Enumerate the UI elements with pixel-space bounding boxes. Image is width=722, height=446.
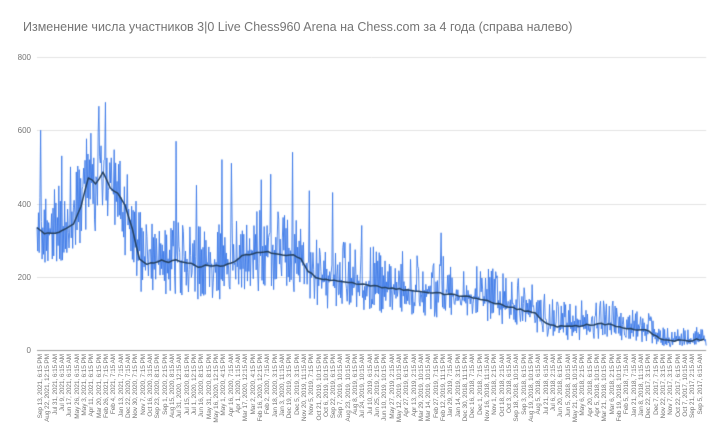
x-tick-label: Jun 10, 2019, 10:15 PM <box>381 354 389 421</box>
x-tick-label: Apr 11, 2021, 6:15 PM <box>88 354 96 417</box>
y-tick-label: 600 <box>17 126 31 136</box>
x-tick-label: Jan 14, 2019, 3:15 PM <box>454 354 462 418</box>
x-tick-label: Dec 1, 2018, 7:15 PM <box>476 354 484 415</box>
x-tick-label: Feb 2, 2020, 7:15 AM <box>264 354 272 415</box>
x-tick-label: Sep 23, 2020, 8:15 PM <box>154 354 162 419</box>
x-tick-label: Sep 5, 2017, 6:15 AM <box>696 354 704 415</box>
x-tick-label: Jul 15, 2020, 8:15 PM <box>183 354 191 416</box>
x-tick-label: Sep 3, 2018, 6:15 PM <box>520 354 528 415</box>
x-tick-label: Jan 21, 2018, 7:15 AM <box>630 354 638 417</box>
x-tick-label: Dec 16, 2018, 7:15 AM <box>469 354 477 419</box>
x-tick-label: Dec 7, 2017, 7:15 PM <box>652 354 660 415</box>
x-tick-label: May 16, 2020, 12:15 PM <box>212 354 220 423</box>
x-tick-label: Jul 6, 2018, 2:15 AM <box>550 354 558 412</box>
x-tick-label: May 27, 2019, 2:15 AM <box>388 354 396 419</box>
x-tick-label: Jan 3, 2020, 11:15 AM <box>278 354 286 417</box>
x-tick-label: Apr 5, 2018, 10:15 PM <box>594 354 601 417</box>
x-tick-label: Nov 7, 2017, 3:15 PM <box>667 354 675 415</box>
x-tick-label: Jun 20, 2018, 6:15 PM <box>557 354 565 418</box>
x-tick-label: Jul 31, 2021, 6:15 AM <box>51 354 59 415</box>
x-tick-label: Nov 5, 2019, 7:15 PM <box>308 354 316 415</box>
x-tick-label: Jan 18, 2020, 3:15 PM <box>271 354 279 418</box>
x-tick-label: Dec 22, 2017, 3:15 PM <box>645 354 653 419</box>
x-tick-label: Mar 20, 2021, 6:15 PM <box>95 354 103 419</box>
x-tick-label: Feb 4, 2021, 7:15 AM <box>110 354 118 415</box>
x-tick-label: Jul 21, 2018, 6:15 AM <box>542 354 550 415</box>
x-tick-label: May 3, 2021, 6:15 PM <box>80 354 88 416</box>
x-tick-label: Jul 31, 2020, 12:15 AM <box>176 354 184 419</box>
x-tick-label: Nov 30, 2020, 7:15 PM <box>132 354 140 419</box>
x-tick-label: Feb 27, 2019, 7:15 PM <box>432 354 440 419</box>
x-tick-label: Oct 16, 2020, 3:15 AM <box>146 354 154 417</box>
x-tick-label: Oct 7, 2017, 10:15 AM <box>681 354 689 417</box>
x-tick-label: Nov 1, 2018, 2:15 PM <box>491 354 499 415</box>
x-tick-label: Aug 5, 2018, 6:15 AM <box>535 354 543 415</box>
x-tick-label: Jan 13, 2021, 7:15 AM <box>117 354 125 417</box>
x-tick-label: Mar 21, 2018, 10:15 PM <box>601 354 609 422</box>
x-tick-label: Apr 27, 2019, 6:15 PM <box>403 354 411 417</box>
x-tick-label: Aug 15, 2020, 8:15 AM <box>168 354 176 419</box>
x-tick-label: Oct 21, 2019, 10:15 PM <box>315 354 323 421</box>
x-tick-label: Sep 7, 2019, 10:15 AM <box>337 354 345 419</box>
x-tick-label: Apr 20, 2018, 6:15 PM <box>586 354 594 417</box>
x-tick-label: Nov 16, 2018, 11:15 AM <box>484 354 492 422</box>
x-tick-label: Jan 8, 2018, 11:15 AM <box>637 354 645 417</box>
x-tick-label: Dec 22, 2020, 7:15 AM <box>124 354 132 419</box>
x-tick-label: Feb 26, 2021, 7:15 PM <box>102 354 110 419</box>
x-tick-label: Sep 18, 2018, 10:15 AM <box>513 354 521 422</box>
x-tick-label: Dec 5, 2019, 3:15 PM <box>293 354 301 415</box>
x-tick-label: Jul 10, 2019, 6:15 AM <box>366 354 374 415</box>
x-tick-label: Apr 13, 2019, 2:15 AM <box>410 354 418 417</box>
x-tick-label: Sep 13, 2021, 6:15 PM <box>37 354 44 419</box>
x-tick-label: May 1, 2020, 4:15 PM <box>220 354 228 416</box>
x-tick-label: May 31, 2020, 8:15 PM <box>205 354 213 420</box>
y-tick-label: 200 <box>17 272 31 282</box>
y-tick-label: 400 <box>17 199 31 209</box>
x-tick-label: Aug 23, 2019, 10:15 AM <box>344 354 352 422</box>
x-tick-label: May 6, 2018, 2:15 PM <box>579 354 587 416</box>
x-tick-label: Jul 9, 2021, 6:15 AM <box>58 354 66 412</box>
x-tick-label: Jul 1, 2020, 12:15 PM <box>190 354 198 416</box>
x-tick-label: Oct 22, 2017, 6:15 PM <box>674 354 682 417</box>
x-tick-label: Apr 16, 2020, 7:15 AM <box>227 354 235 417</box>
x-tick-label: May 26, 2021, 6:15 AM <box>73 354 81 419</box>
x-tick-label: Jan 29, 2019, 7:15 AM <box>447 354 455 417</box>
x-tick-label: Mar 2, 2020, 4:15 PM <box>249 354 257 415</box>
x-tick-label: Nov 20, 2019, 11:15 AM <box>300 354 308 422</box>
chart-title: Изменение числа участников 3|0 Live Ches… <box>23 20 573 34</box>
x-tick-label: Mar 17, 2020, 12:15 AM <box>242 354 250 422</box>
x-tick-label: Oct 18, 2018, 2:15 AM <box>498 354 506 417</box>
x-tick-label: Sep 1, 2020, 2:15 PM <box>161 354 169 415</box>
y-tick-label: 800 <box>17 53 31 62</box>
x-tick-label: May 21, 2018, 10:15 AM <box>572 354 580 423</box>
x-tick-label: Jun 5, 2018, 10:15 AM <box>564 354 572 417</box>
x-tick-label: Jun 16, 2020, 8:15 PM <box>198 354 206 418</box>
x-tick-label: Oct 6, 2019, 10:15 PM <box>322 354 330 417</box>
x-tick-label: Oct 3, 2018, 6:15 AM <box>506 354 514 414</box>
x-tick-label: Jul 24, 2019, 10:15 AM <box>359 354 367 419</box>
x-tick-label: Mar 14, 2019, 10:15 AM <box>425 354 433 422</box>
x-tick-label: Aug 22, 2021, 12:15 PM <box>44 354 52 422</box>
x-tick-label: Aug 19, 2018, 10:15 PM <box>528 354 536 422</box>
x-tick-label: Nov 7, 2020, 7:15 PM <box>139 354 147 415</box>
x-tick-label: Jun 17, 2021, 6:15 AM <box>66 354 74 417</box>
x-tick-label: Feb 5, 2018, 7:15 AM <box>623 354 631 415</box>
x-tick-label: Dec 19, 2019, 3:15 PM <box>286 354 294 419</box>
x-tick-label: Feb 16, 2020, 12:15 PM <box>256 354 264 422</box>
x-tick-label: Apr 1, 2020, 1:15 AM <box>234 354 242 414</box>
x-tick-label: Mar 6, 2018, 2:15 PM <box>608 354 616 415</box>
x-tick-label: Feb 19, 2018, 10:15 PM <box>615 354 623 422</box>
x-tick-label: Nov 22, 2017, 3:15 PM <box>659 354 667 419</box>
x-tick-label: Sep 21, 2017, 2:15 AM <box>689 354 697 419</box>
y-tick-label: 0 <box>26 346 31 355</box>
